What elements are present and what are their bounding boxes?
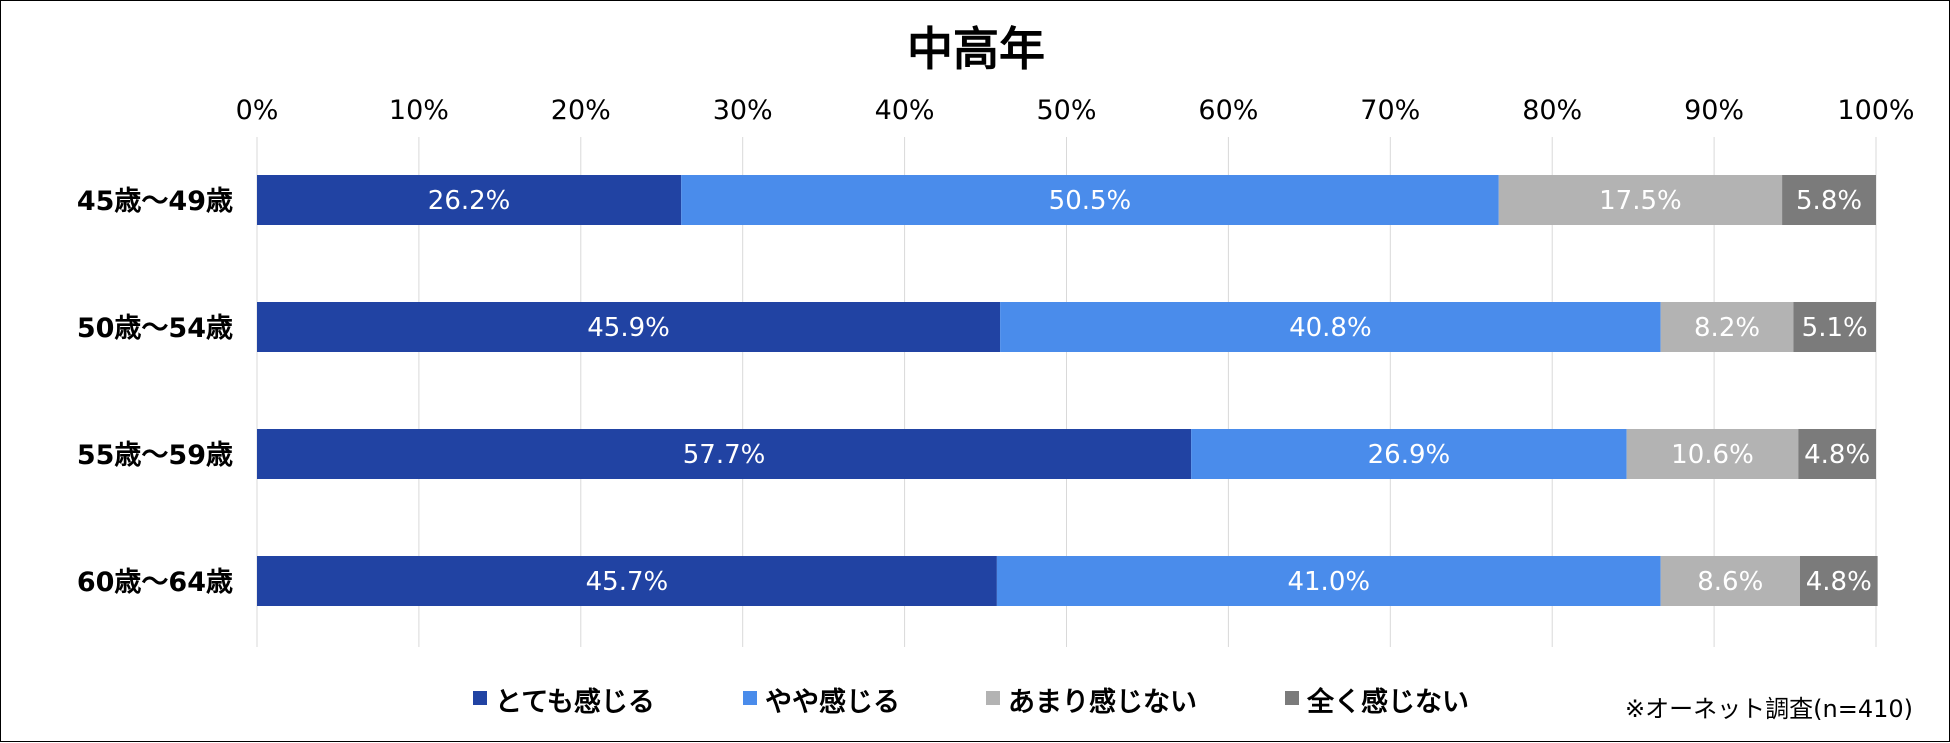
bar-segment [1660,302,1794,352]
legend-swatch [1285,691,1299,705]
legend-label: 全く感じない [1306,686,1469,718]
x-tick-label: 0% [236,95,279,126]
legend: とても感じる やや感じる あまり感じない 全く感じない [473,686,1469,718]
bar-segment [257,429,1192,479]
bar-segment [1191,429,1627,479]
x-tick-label: 70% [1360,95,1420,126]
bar-segment [1782,175,1876,225]
survey-note: ※オーネット調査(n=410) [1625,695,1913,723]
data-label: 41.0% [1287,567,1370,597]
data-label: 57.7% [683,440,766,470]
x-tick-label: 30% [713,95,773,126]
x-tick-label: 90% [1684,95,1744,126]
data-label: 26.9% [1368,440,1451,470]
data-label: 4.8% [1806,567,1872,597]
legend-swatch [473,691,487,705]
bar-segment [257,556,997,606]
x-tick-label: 100% [1837,95,1914,126]
category-label: 60歳～64歳 [77,567,233,598]
legend-label: とても感じる [495,686,655,718]
legend-label: あまり感じない [1008,686,1197,718]
x-tick-label: 20% [551,95,611,126]
bar-segment [681,175,1499,225]
bar-segment [1793,302,1876,352]
data-label: 45.7% [586,567,669,597]
bar-segment [1798,429,1876,479]
data-label: 4.8% [1804,440,1870,470]
x-tick-label: 10% [389,95,449,126]
data-label: 26.2% [428,186,511,216]
legend-swatch [743,691,757,705]
data-label: 8.2% [1694,313,1760,343]
bars: 26.2% 50.5% 17.5% 5.8% 45.9% 40.8% 8.2% 5.1% 57.… [257,175,1878,606]
data-label: 5.1% [1802,313,1868,343]
bar-segment [1498,175,1783,225]
chart-title: 中高年 [907,22,1045,76]
data-label: 8.6% [1697,567,1763,597]
bar-segment [257,175,682,225]
data-label: 50.5% [1049,186,1132,216]
legend-swatch [986,691,1000,705]
bar-segment [1799,556,1878,606]
category-label: 45歳～49歳 [77,186,233,217]
bar-segment [1660,556,1800,606]
x-tick-label: 40% [875,95,935,126]
category-label: 55歳～59歳 [77,440,233,471]
legend-label: やや感じる [765,686,900,718]
category-labels: 45歳～49歳 50歳～54歳 55歳～59歳 60歳～64歳 [77,186,233,598]
x-tick-label: 60% [1198,95,1258,126]
bar-segment [1626,429,1799,479]
bar-segment [996,556,1661,606]
data-label: 17.5% [1599,186,1682,216]
data-label: 5.8% [1796,186,1862,216]
bar-segment [257,302,1001,352]
x-tick-label: 50% [1036,95,1096,126]
bar-segment [1000,302,1661,352]
x-tick-label: 80% [1522,95,1582,126]
category-label: 50歳～54歳 [77,313,233,344]
data-label: 45.9% [587,313,670,343]
data-label: 10.6% [1671,440,1754,470]
x-axis-tick-labels: 0% 10% 20% 30% 40% 50% 60% 70% 80% 90% 100% [236,95,1915,126]
data-label: 40.8% [1289,313,1372,343]
